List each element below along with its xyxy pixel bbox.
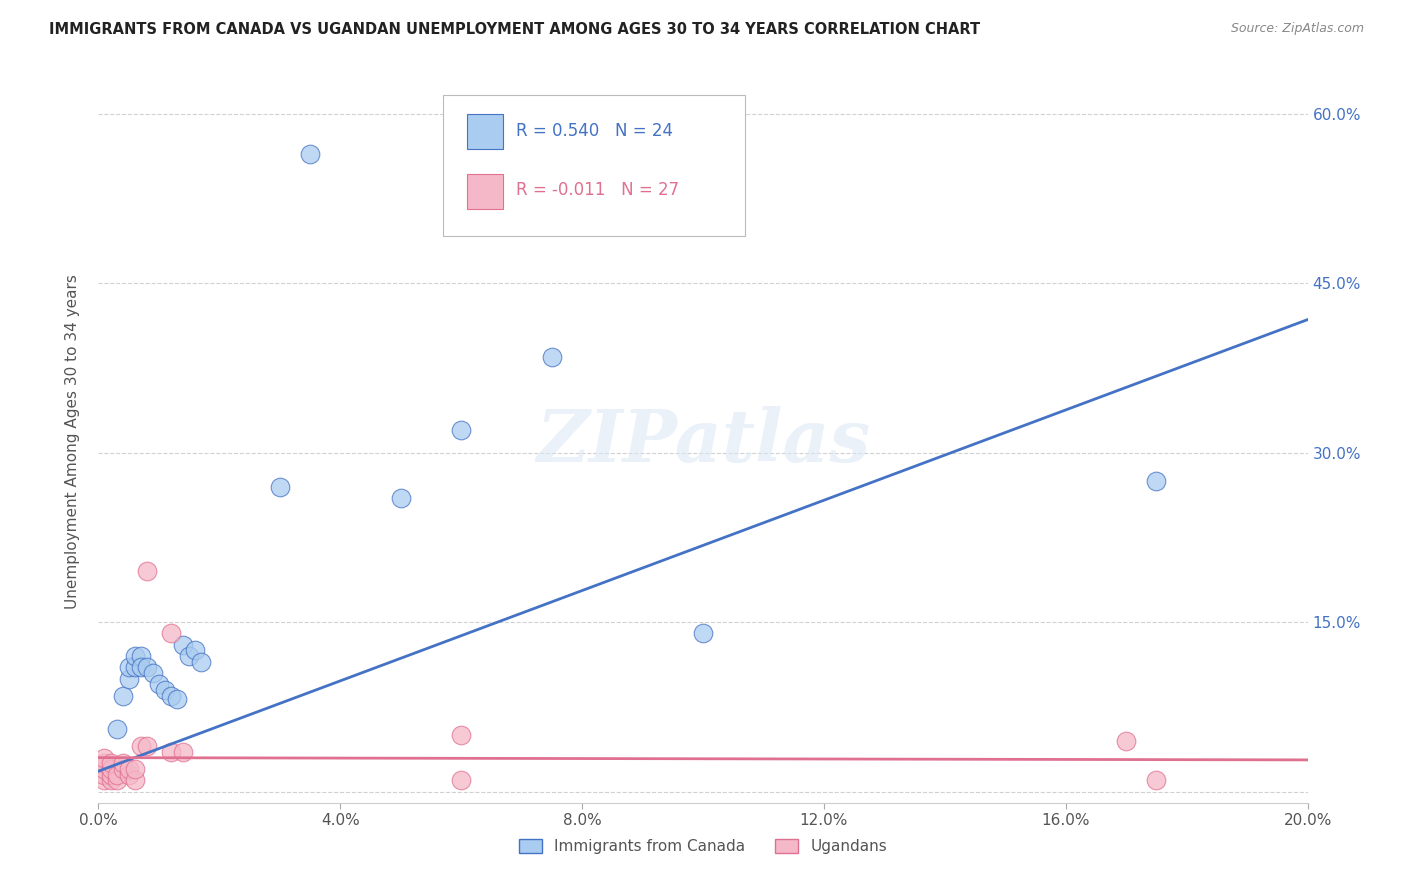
Point	[389, 491, 412, 505]
Point	[129, 648, 152, 663]
Point	[93, 762, 115, 776]
Point	[100, 767, 122, 781]
Point	[100, 756, 122, 771]
Point	[450, 423, 472, 437]
Point	[105, 723, 128, 737]
Legend: Immigrants from Canada, Ugandans: Immigrants from Canada, Ugandans	[513, 833, 893, 860]
Text: Source: ZipAtlas.com: Source: ZipAtlas.com	[1230, 22, 1364, 36]
Point	[172, 745, 194, 759]
Point	[118, 672, 141, 686]
Point	[166, 692, 188, 706]
Point	[190, 655, 212, 669]
Point	[124, 660, 146, 674]
Point	[172, 638, 194, 652]
Point	[105, 773, 128, 788]
Point	[124, 762, 146, 776]
Point	[1115, 733, 1137, 747]
Point	[118, 762, 141, 776]
Point	[135, 660, 157, 674]
Text: R = 0.540   N = 24: R = 0.540 N = 24	[516, 122, 672, 140]
Point	[450, 728, 472, 742]
Point	[129, 660, 152, 674]
Point	[118, 767, 141, 781]
Point	[692, 626, 714, 640]
Point	[93, 756, 115, 771]
Point	[184, 643, 207, 657]
Text: ZIPatlas: ZIPatlas	[536, 406, 870, 477]
Point	[93, 767, 115, 781]
FancyBboxPatch shape	[443, 95, 745, 235]
FancyBboxPatch shape	[467, 174, 503, 209]
Point	[105, 767, 128, 781]
Point	[540, 350, 562, 364]
Point	[111, 762, 134, 776]
Point	[124, 648, 146, 663]
Point	[124, 773, 146, 788]
Point	[153, 682, 176, 697]
Point	[1144, 773, 1167, 788]
Point	[160, 626, 183, 640]
Point	[160, 745, 183, 759]
Text: R = -0.011   N = 27: R = -0.011 N = 27	[516, 181, 679, 199]
Y-axis label: Unemployment Among Ages 30 to 34 years: Unemployment Among Ages 30 to 34 years	[65, 274, 80, 609]
Point	[1144, 474, 1167, 488]
Point	[450, 773, 472, 788]
Point	[118, 660, 141, 674]
Point	[148, 677, 170, 691]
Point	[135, 565, 157, 579]
Point	[129, 739, 152, 754]
Point	[111, 756, 134, 771]
Point	[93, 773, 115, 788]
Point	[100, 762, 122, 776]
Point	[269, 480, 291, 494]
Point	[160, 689, 183, 703]
Point	[111, 689, 134, 703]
Point	[100, 773, 122, 788]
Point	[142, 665, 165, 680]
Point	[179, 648, 201, 663]
Point	[135, 739, 157, 754]
Point	[299, 146, 322, 161]
Point	[93, 750, 115, 764]
FancyBboxPatch shape	[467, 114, 503, 149]
Text: IMMIGRANTS FROM CANADA VS UGANDAN UNEMPLOYMENT AMONG AGES 30 TO 34 YEARS CORRELA: IMMIGRANTS FROM CANADA VS UGANDAN UNEMPL…	[49, 22, 980, 37]
